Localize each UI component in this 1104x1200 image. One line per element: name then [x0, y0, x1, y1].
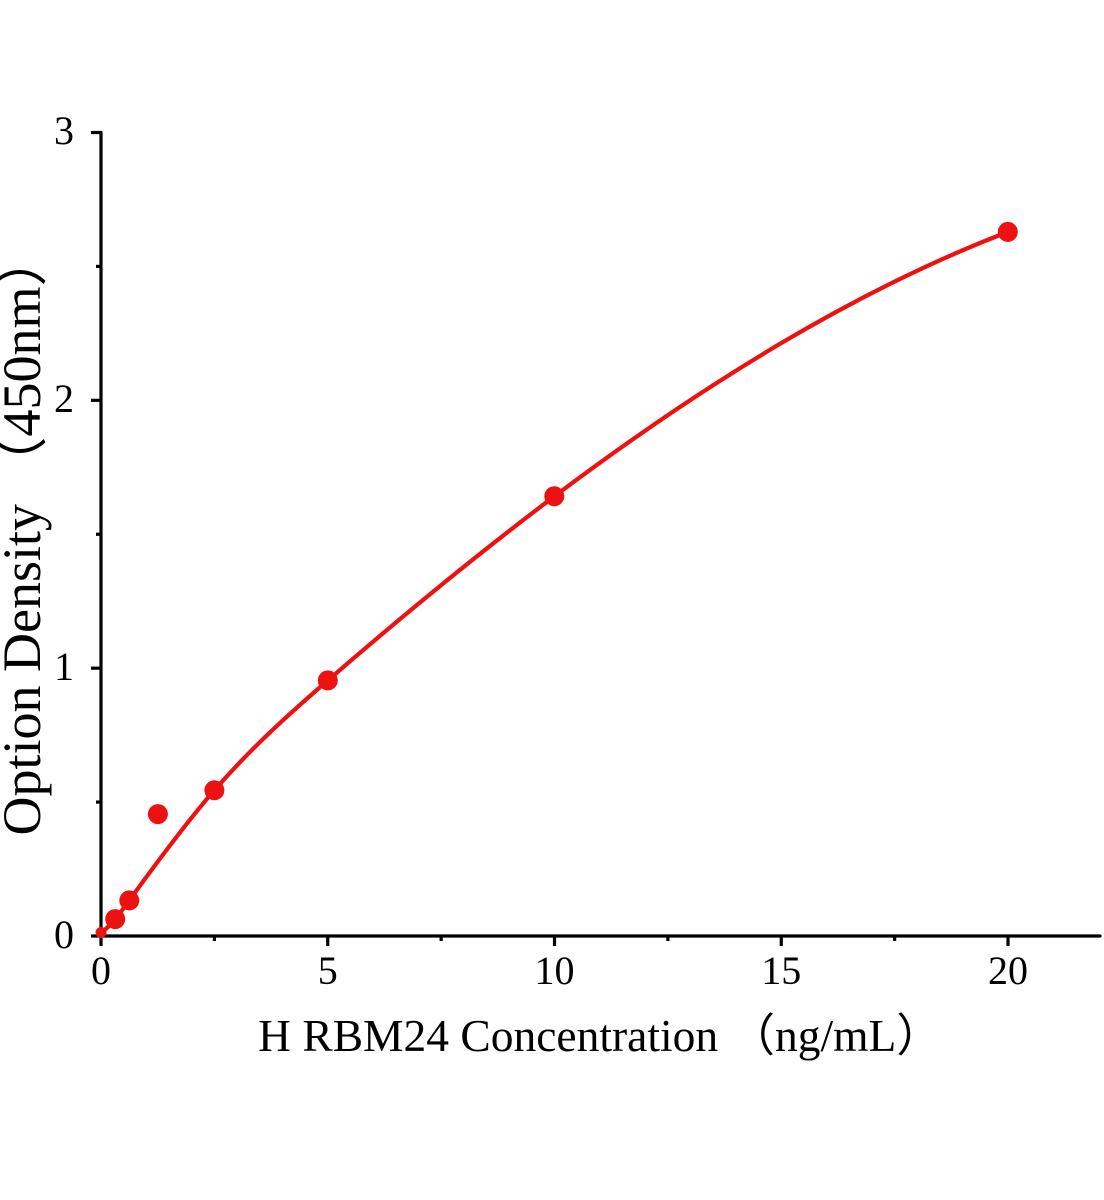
svg-text:10: 10	[535, 948, 575, 993]
svg-text:15: 15	[761, 948, 801, 993]
svg-text:0: 0	[54, 912, 74, 957]
svg-text:H RBM24 Concentration （ng/mL）: H RBM24 Concentration （ng/mL）	[258, 1010, 942, 1061]
svg-text:2: 2	[54, 376, 74, 421]
svg-text:5: 5	[318, 948, 338, 993]
svg-text:20: 20	[988, 948, 1028, 993]
svg-text:3: 3	[54, 108, 74, 153]
svg-text:Option Density （450nm）: Option Density （450nm）	[0, 233, 52, 836]
svg-text:1: 1	[54, 644, 74, 689]
svg-text:0: 0	[91, 948, 111, 993]
